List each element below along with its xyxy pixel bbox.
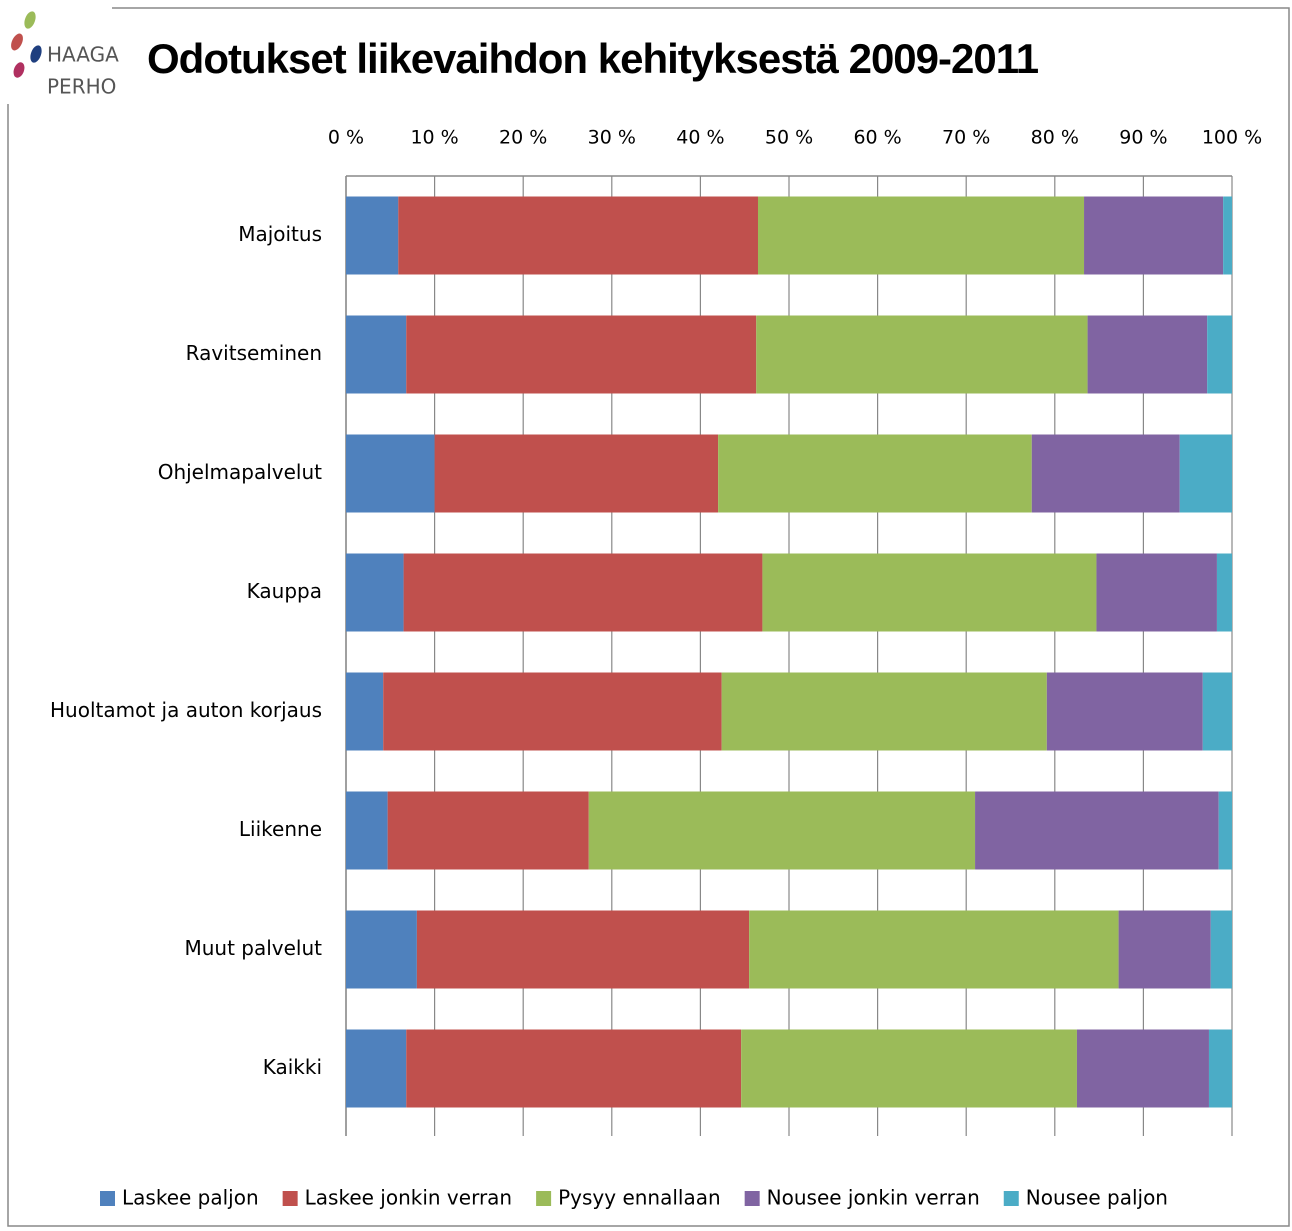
bar-segment (762, 553, 1097, 632)
bar-segment (1031, 434, 1180, 513)
category-label: Muut palvelut (184, 936, 322, 960)
x-tick-label: 0 % (328, 127, 364, 149)
x-tick-label: 70 % (942, 127, 990, 149)
bar-segment (1218, 791, 1232, 870)
legend-swatch (1003, 1191, 1019, 1206)
bar-segment (1118, 910, 1211, 989)
bar-segment (749, 910, 1119, 989)
bar-segment (403, 553, 763, 632)
frame (7, 7, 1290, 1227)
x-tick-label: 100 % (1202, 127, 1262, 149)
legend-label: Pysyy ennallaan (558, 1186, 721, 1210)
bar-segment (346, 910, 417, 989)
logo-leaf (13, 62, 25, 78)
category-label: Huoltamot ja auton korjaus (50, 698, 322, 722)
logo-text: PERHO (47, 75, 116, 99)
legend-label: Nousee paljon (1026, 1186, 1168, 1210)
category-label: Majoitus (238, 222, 322, 246)
bar-segment (1216, 553, 1232, 632)
x-tick-label: 30 % (588, 127, 636, 149)
category-label: Kauppa (247, 579, 322, 603)
chart-title: Odotukset liikevaihdon kehityksestä 2009… (147, 35, 1039, 82)
bar-segment (416, 910, 750, 989)
logo-leaf (24, 11, 36, 29)
x-tick-label: 20 % (499, 127, 547, 149)
legend-swatch (744, 1191, 760, 1206)
bar-segment (434, 434, 719, 513)
logo-bg (0, 0, 112, 104)
bar-segment (1202, 672, 1232, 751)
bar-segment (1046, 672, 1203, 751)
bar-segment (1207, 315, 1232, 394)
bar-segment (721, 672, 1047, 751)
legend-swatch (282, 1191, 298, 1206)
bar-segment (1084, 196, 1224, 275)
legend-swatch (100, 1191, 115, 1206)
logo-leaf (11, 33, 23, 51)
bar-segment (1208, 1029, 1232, 1108)
logo-leaf (30, 45, 42, 63)
category-label: Ohjelmapalvelut (158, 460, 322, 484)
bar-segment (346, 791, 388, 870)
x-tick-label: 90 % (1119, 127, 1167, 149)
bar-segment (346, 434, 435, 513)
x-tick-label: 60 % (853, 127, 901, 149)
legend-label: Laskee jonkin verran (305, 1186, 512, 1210)
x-tick-label: 50 % (765, 127, 813, 149)
bar-segment (346, 553, 404, 632)
legend-label: Laskee paljon (122, 1186, 259, 1210)
category-label: Kaikki (263, 1055, 322, 1079)
bar-segment (757, 196, 1085, 275)
bar-segment (387, 791, 589, 870)
bar-segment (756, 315, 1088, 394)
x-tick-label: 10 % (410, 127, 458, 149)
bar-segment (1087, 315, 1208, 394)
bar-segment (346, 1029, 407, 1108)
bar-segment (346, 672, 384, 751)
bar-segment (1179, 434, 1232, 513)
x-tick-label: 40 % (676, 127, 724, 149)
bar-segment (1076, 1029, 1209, 1108)
bar-segment (398, 196, 758, 275)
category-label: Liikenne (239, 817, 322, 841)
bar-segment (406, 1029, 742, 1108)
logo: HAAGA PERHO (11, 11, 119, 99)
category-label: Ravitseminen (186, 341, 322, 365)
bar-segment (1223, 196, 1232, 275)
bar-segment (346, 196, 399, 275)
logo-text: HAAGA (47, 43, 119, 67)
bar-segment (346, 315, 407, 394)
bar-segment (975, 791, 1219, 870)
legend-swatch (536, 1191, 552, 1206)
bar-segment (718, 434, 1032, 513)
bar-segment (1210, 910, 1232, 989)
x-tick-label: 80 % (1031, 127, 1079, 149)
bar-segment (588, 791, 976, 870)
bar-segment (406, 315, 757, 394)
bar-segment (383, 672, 722, 751)
bar-segment (741, 1029, 1077, 1108)
legend-label: Nousee jonkin verran (767, 1186, 980, 1210)
bar-segment (1096, 553, 1217, 632)
